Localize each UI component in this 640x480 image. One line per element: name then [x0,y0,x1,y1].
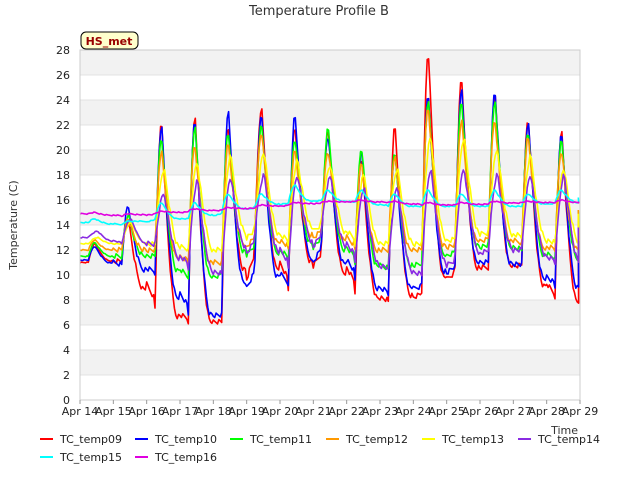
y-tick-label: 12 [56,244,70,257]
plot-band [80,100,580,125]
series-line-tc-temp14 [79,169,580,277]
x-tick-label: Apr 29 [562,405,599,418]
x-tick-label: Apr 19 [228,405,265,418]
legend-label: TC_temp14 [537,433,600,446]
x-tick-label: Apr 18 [195,405,232,418]
y-tick-label: 10 [56,269,70,282]
legend-item-tc-temp14: TC_temp14 [518,433,600,446]
y-tick-label: 16 [56,194,70,207]
x-tick-label: Apr 24 [395,405,432,418]
series-line-tc-temp15 [79,184,580,226]
x-tick-label: Apr 22 [328,405,365,418]
y-tick-label: 20 [56,144,70,157]
x-tick-label: Apr 15 [95,405,132,418]
x-tick-label: Apr 26 [462,405,499,418]
legend-item-tc-temp16: TC_temp16 [135,451,217,464]
y-tick-label: 18 [56,169,70,182]
series-line-tc-temp16 [79,198,580,218]
y-tick-label: 24 [56,94,70,107]
x-tick-label: Apr 25 [428,405,465,418]
legend-label: TC_temp16 [154,451,217,464]
y-tick-label: 28 [56,44,70,57]
legend-label: TC_temp10 [154,433,217,446]
plot-band [80,50,580,75]
plot-band [80,250,580,275]
y-tick-label: 22 [56,119,70,132]
y-tick-label: 8 [63,294,70,307]
x-tick-label: Apr 16 [128,405,165,418]
series-line-tc-temp13 [79,137,580,253]
x-tick-label: Apr 23 [362,405,399,418]
legend-label: TC_temp12 [345,433,408,446]
legend: TC_temp09 TC_temp10 TC_temp11 TC_temp12 TC_t… [40,433,600,464]
y-tick-label: 6 [63,319,70,332]
legend-item-tc-temp09: TC_temp09 [40,433,122,446]
y-tick-label: 2 [63,369,70,382]
legend-label: TC_temp15 [59,451,122,464]
series-line-tc-temp12 [79,109,580,266]
x-tick-label: Apr 17 [162,405,199,418]
x-axis-label: Time [550,424,578,437]
x-tick-label: Apr 28 [528,405,565,418]
x-tick-label: Apr 14 [62,405,99,418]
series-lines [79,57,580,325]
y-tick-label: 0 [63,394,70,407]
plot-bands [80,50,580,375]
legend-item-tc-temp15: TC_temp15 [40,451,122,464]
y-tick-label: 4 [63,344,70,357]
legend-label: TC_temp11 [249,433,312,446]
y-tick-label: 14 [56,219,70,232]
plot-band [80,350,580,375]
plot-frame [79,49,581,401]
badge-label: HS_met [86,35,133,48]
legend-label: TC_temp13 [441,433,504,446]
badge-box [80,31,139,50]
x-tick-label: Apr 27 [495,405,532,418]
legend-item-tc-temp13: TC_temp13 [422,433,504,446]
chart-title: Temperature Profile B [248,4,389,19]
y-axis-label: Temperature (C) [7,180,20,270]
legend-item-tc-temp10: TC_temp10 [135,433,217,446]
legend-item-tc-temp11: TC_temp11 [230,433,312,446]
legend-label: TC_temp09 [59,433,122,446]
x-tick-label: Apr 21 [295,405,332,418]
plot-band [80,300,580,325]
hs-met-badge: HS_met [80,31,139,50]
y-tick-label: 26 [56,69,70,82]
legend-item-tc-temp12: TC_temp12 [326,433,408,446]
x-tick-label: Apr 20 [262,405,299,418]
